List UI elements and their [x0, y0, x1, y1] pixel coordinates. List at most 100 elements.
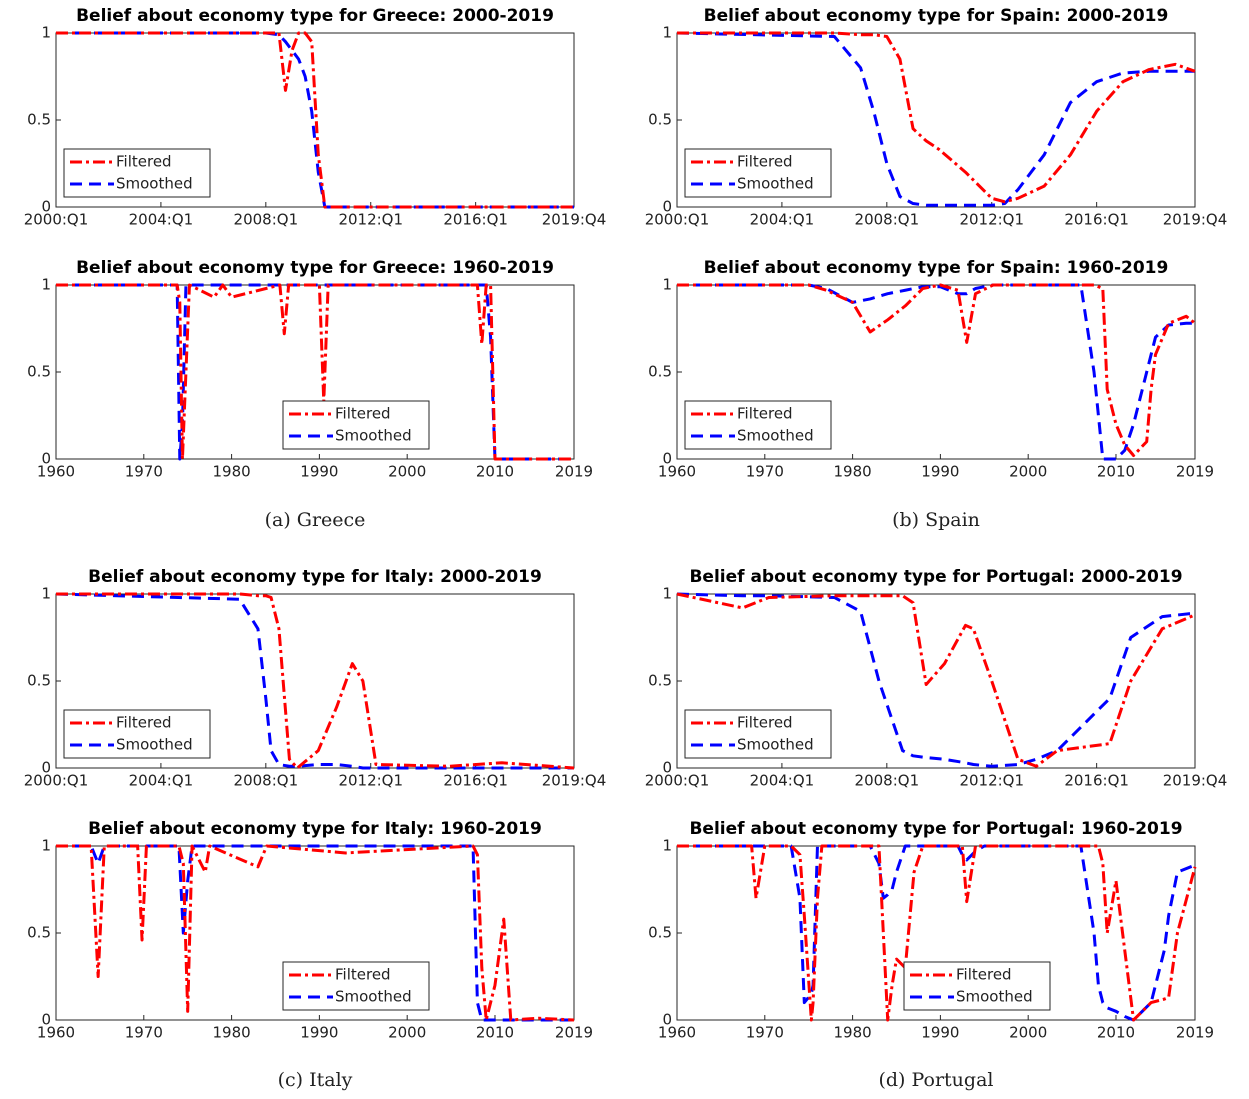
x-tick-label: 2010	[476, 1024, 514, 1042]
series-line	[56, 283, 574, 461]
x-tick-label: 2019	[555, 1024, 593, 1042]
legend-label: Filtered	[737, 153, 793, 171]
legend-label: Smoothed	[737, 427, 814, 445]
legend-box	[282, 961, 430, 1011]
y-tick-label: 0	[41, 1011, 51, 1029]
x-tick-label: 2010	[476, 463, 514, 481]
x-tick-label: 2004:Q1	[129, 772, 194, 790]
y-tick-label: 0	[662, 198, 672, 216]
subfigure-caption: (c) Italy	[278, 1069, 353, 1091]
x-tick-label: 2000:Q1	[24, 211, 89, 229]
chart-title: Belief about economy type for Italy: 200…	[88, 567, 542, 587]
legend-label: Smoothed	[737, 175, 814, 193]
x-tick-label: 2016:Q1	[443, 772, 508, 790]
x-tick-label: 1970	[746, 1024, 784, 1042]
series-line	[56, 844, 575, 1022]
x-tick-label: 2008:Q1	[855, 772, 920, 790]
series-line	[676, 31, 1195, 207]
subfigure-caption: (b) Spain	[892, 509, 980, 531]
legend-label: Smoothed	[335, 988, 412, 1006]
legend-label: Filtered	[116, 714, 172, 732]
series-line	[677, 844, 1197, 1022]
legend-label: Smoothed	[737, 736, 814, 754]
x-tick-label: 1970	[125, 1024, 163, 1042]
x-tick-label: 2008:Q1	[234, 772, 299, 790]
x-tick-label: 2012:Q1	[959, 211, 1024, 229]
legend-label: Filtered	[737, 405, 793, 423]
x-tick-label: 1980	[833, 1024, 871, 1042]
x-tick-label: 1990	[921, 463, 959, 481]
series-line	[676, 592, 1196, 768]
x-tick-label: 2000	[1009, 463, 1047, 481]
x-tick-label: 2012:Q1	[338, 772, 403, 790]
legend-box	[684, 400, 832, 450]
x-tick-label: 2012:Q1	[338, 211, 403, 229]
x-tick-label: 2019	[1176, 1024, 1214, 1042]
series-line	[677, 31, 1196, 204]
y-tick-label: 0	[41, 198, 51, 216]
chart-title: Belief about economy type for Portugal: …	[689, 567, 1182, 587]
x-tick-label: 1960	[658, 1024, 696, 1042]
y-tick-label: 0.5	[648, 111, 672, 129]
series-line	[676, 592, 1196, 768]
x-tick-label: 1960	[37, 463, 75, 481]
y-tick-label: 0.5	[648, 363, 672, 381]
x-tick-label: 2016:Q1	[1064, 772, 1129, 790]
y-tick-label: 0.5	[27, 363, 51, 381]
x-tick-label: 2000	[388, 463, 426, 481]
x-tick-label: 1960	[37, 1024, 75, 1042]
x-tick-label: 2019:Q4	[1163, 772, 1228, 790]
legend-label: Smoothed	[956, 988, 1033, 1006]
x-tick-label: 1990	[300, 1024, 338, 1042]
y-tick-label: 0.5	[27, 924, 51, 942]
x-tick-label: 2019:Q4	[1163, 211, 1228, 229]
y-tick-label: 0	[41, 759, 51, 777]
subfigure-caption: (a) Greece	[265, 509, 366, 531]
x-tick-label: 1960	[658, 463, 696, 481]
legend-box	[903, 961, 1051, 1011]
x-tick-label: 2004:Q1	[750, 772, 815, 790]
x-tick-label: 1980	[833, 463, 871, 481]
y-tick-label: 1	[41, 837, 51, 855]
x-tick-label: 2004:Q1	[750, 211, 815, 229]
x-tick-label: 1970	[746, 463, 784, 481]
y-tick-label: 1	[662, 24, 672, 42]
subfigure-caption: (d) Portugal	[878, 1069, 993, 1091]
y-tick-label: 0	[662, 1011, 672, 1029]
y-tick-label: 0.5	[27, 672, 51, 690]
y-tick-label: 0.5	[648, 672, 672, 690]
y-tick-label: 1	[41, 585, 51, 603]
legend-box	[282, 400, 430, 450]
y-tick-label: 1	[41, 24, 51, 42]
y-tick-label: 0	[662, 450, 672, 468]
x-tick-label: 2008:Q1	[234, 211, 299, 229]
legend-label: Filtered	[956, 966, 1012, 984]
chart-title: Belief about economy type for Italy: 196…	[88, 819, 542, 839]
series-line	[56, 31, 574, 209]
y-tick-label: 0.5	[27, 111, 51, 129]
y-tick-label: 1	[662, 276, 672, 294]
legend-box	[684, 709, 832, 759]
chart-title: Belief about economy type for Greece: 19…	[76, 258, 554, 278]
y-tick-label: 0	[41, 450, 51, 468]
x-tick-label: 2019	[1176, 463, 1214, 481]
legend-label: Smoothed	[116, 736, 193, 754]
x-tick-label: 2000	[1009, 1024, 1047, 1042]
legend-label: Filtered	[737, 714, 793, 732]
chart-title: Belief about economy type for Spain: 196…	[704, 258, 1169, 278]
y-tick-label: 0.5	[648, 924, 672, 942]
x-tick-label: 2010	[1097, 1024, 1135, 1042]
series-line	[677, 283, 1196, 458]
legend-box	[63, 148, 211, 198]
legend-box	[63, 709, 211, 759]
x-tick-label: 1980	[212, 1024, 250, 1042]
x-tick-label: 2000:Q1	[645, 211, 710, 229]
y-tick-label: 0	[662, 759, 672, 777]
x-tick-label: 1990	[300, 463, 338, 481]
x-tick-label: 2019:Q4	[542, 211, 607, 229]
x-tick-label: 2004:Q1	[129, 211, 194, 229]
legend-label: Filtered	[335, 966, 391, 984]
y-tick-label: 1	[662, 585, 672, 603]
x-tick-label: 2000:Q1	[645, 772, 710, 790]
